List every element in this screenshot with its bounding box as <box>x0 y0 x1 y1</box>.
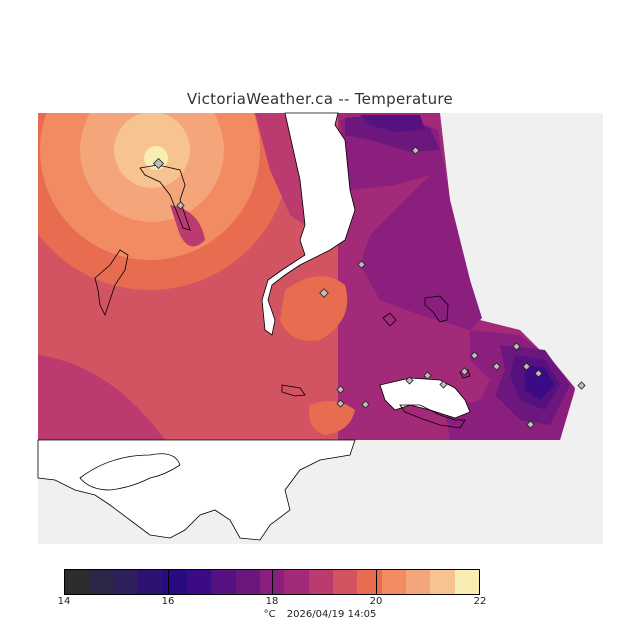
station-marker[interactable] <box>357 260 366 269</box>
colorbar-segment <box>211 570 236 594</box>
colorbar-tick-label: 14 <box>57 596 71 607</box>
colorbar-segment <box>381 570 407 594</box>
station-marker[interactable] <box>526 420 535 429</box>
station-marker[interactable] <box>439 380 448 389</box>
station-marker[interactable] <box>522 362 531 371</box>
legend-caption: °C 2026/04/19 14:05 <box>0 609 640 620</box>
station-marker[interactable] <box>152 157 165 170</box>
colorbar-segment <box>332 570 358 594</box>
colorbar-segment <box>357 570 382 594</box>
colorbar-segment <box>406 570 431 594</box>
station-marker[interactable] <box>470 351 479 360</box>
colorbar-segment <box>113 570 139 594</box>
station-marker[interactable] <box>405 376 414 385</box>
colorbar-segment <box>284 570 309 594</box>
islands <box>94 164 471 429</box>
station-markers[interactable] <box>152 146 586 429</box>
colorbar-segment <box>186 570 212 594</box>
colorbar-segment <box>235 570 260 594</box>
colorbar-tick-label: 16 <box>161 596 175 607</box>
colorbar-segment <box>454 570 480 594</box>
colorbar-tick-mark <box>376 569 377 595</box>
station-marker[interactable] <box>534 369 543 378</box>
station-marker[interactable] <box>319 288 329 298</box>
station-marker[interactable] <box>361 400 370 409</box>
colorbar-segment <box>138 570 163 594</box>
colorbar-segment <box>308 570 333 594</box>
station-marker[interactable] <box>336 399 345 408</box>
station-marker[interactable] <box>336 385 345 394</box>
legend-unit: °C <box>263 609 276 620</box>
colorbar-tick-mark <box>272 569 273 595</box>
station-marker[interactable] <box>176 201 185 210</box>
colorbar-segment <box>162 570 187 594</box>
station-marker[interactable] <box>492 362 501 371</box>
station-marker[interactable] <box>411 146 420 155</box>
legend-timestamp: 2026/04/19 14:05 <box>286 609 377 620</box>
temperature-colorbar <box>64 569 480 595</box>
colorbar-segment <box>65 570 90 594</box>
colorbar-tick-label: 22 <box>473 596 487 607</box>
map-title: VictoriaWeather.ca -- Temperature <box>186 90 454 108</box>
colorbar-tick-label: 18 <box>265 596 279 607</box>
colorbar-segment <box>430 570 455 594</box>
station-marker[interactable] <box>577 381 586 390</box>
station-marker[interactable] <box>423 371 432 380</box>
colorbar-tick-mark <box>168 569 169 595</box>
temperature-field <box>38 113 575 440</box>
station-marker[interactable] <box>512 342 521 351</box>
colorbar-segment <box>89 570 114 594</box>
colorbar-tick-label: 20 <box>369 596 383 607</box>
station-marker[interactable] <box>460 367 469 376</box>
coastline-lower <box>79 453 181 491</box>
